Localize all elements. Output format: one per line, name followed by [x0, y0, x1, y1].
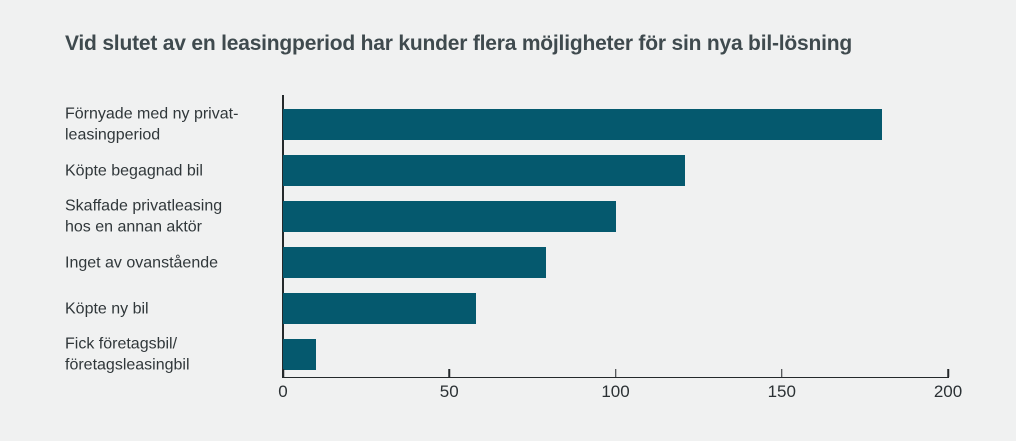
category-label-line: Köpte begagnad bil	[65, 161, 203, 179]
bar-3	[283, 247, 546, 278]
category-label-line: leasingperiod	[65, 126, 161, 144]
category-label-1: Köpte begagnad bil	[65, 160, 277, 182]
category-label-3: Inget av ovanstående	[65, 252, 277, 274]
bar-2	[283, 201, 616, 232]
category-label-line: hos en annan aktör	[65, 218, 202, 236]
bar-1	[283, 155, 686, 186]
category-label-line: Inget av ovanstående	[65, 253, 219, 271]
category-label-2: Skaffade privatleasing hos en annan aktör	[65, 195, 277, 238]
category-label-line: företagsleasingbil	[65, 356, 190, 374]
x-tick-label-200: 200	[933, 382, 963, 401]
category-label-line: Förnyade med ny privat-	[65, 105, 239, 122]
y-axis-line	[282, 95, 284, 377]
plot-area: 0 50 100 150 200	[278, 95, 962, 400]
category-axis-labels: Förnyade med ny privat-leasingperiod Köpt…	[65, 0, 277, 441]
x-tick-label-100: 100	[601, 382, 630, 401]
category-label-5: Fick företagsbil/företagsleasingbil	[65, 333, 277, 376]
category-label-line: Köpte ny bil	[65, 299, 149, 317]
x-tick-mark-50	[448, 369, 450, 377]
category-label-line: Fick företagsbil/	[65, 335, 178, 352]
bar-0	[283, 109, 882, 140]
x-tick-mark-100	[614, 369, 617, 377]
bar-4	[283, 293, 476, 324]
category-label-line: Skaffade privatleasing	[65, 197, 223, 214]
x-axis-line	[282, 376, 949, 378]
x-tick-label-150: 150	[767, 382, 796, 401]
x-tick-label-0: 0	[278, 382, 288, 401]
x-tick-mark-150	[781, 369, 783, 377]
chart-title: Vid slutet av en leasingperiod har kunde…	[65, 32, 853, 55]
x-tick-mark-0	[282, 369, 284, 377]
category-label-0: Förnyade med ny privat-leasingperiod	[65, 103, 277, 146]
x-tick-mark-200	[947, 369, 949, 377]
category-label-4: Köpte ny bil	[65, 298, 277, 320]
bar-5	[283, 339, 317, 370]
x-tick-label-50: 50	[439, 382, 459, 401]
